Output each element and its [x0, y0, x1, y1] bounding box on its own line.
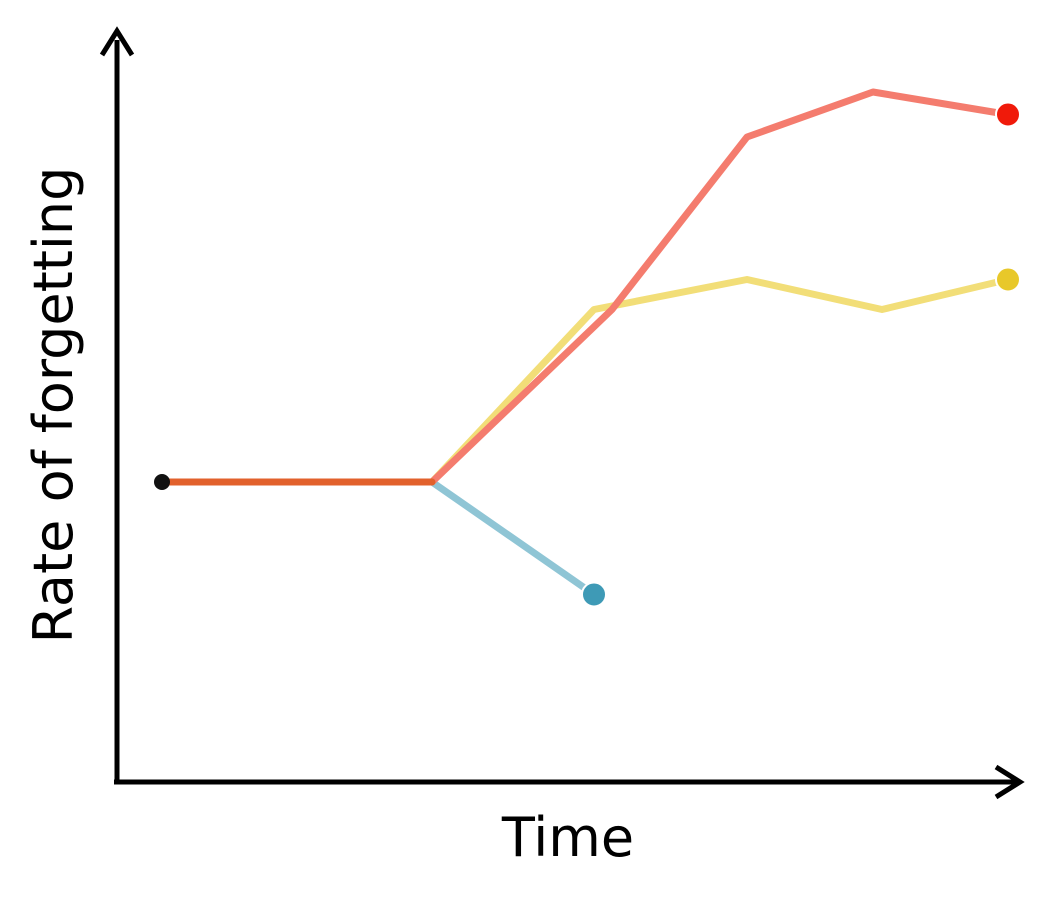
series-line-3 [158, 478, 598, 598]
series-end-point-3 [581, 581, 607, 608]
series-line-1 [158, 88, 1012, 486]
y-axis-label: Rate of forgetting [22, 167, 85, 644]
markers-group [154, 101, 1021, 608]
series-line-2 [158, 276, 1012, 486]
axes [99, 26, 1025, 800]
start-point [154, 474, 170, 490]
series-group [158, 88, 1012, 598]
series-end-point-1 [995, 101, 1021, 128]
x-axis-arrow-icon [994, 764, 1025, 800]
series-end-point-2 [995, 266, 1021, 293]
y-axis-arrow-icon [99, 26, 135, 57]
x-axis-label: Time [501, 806, 634, 869]
